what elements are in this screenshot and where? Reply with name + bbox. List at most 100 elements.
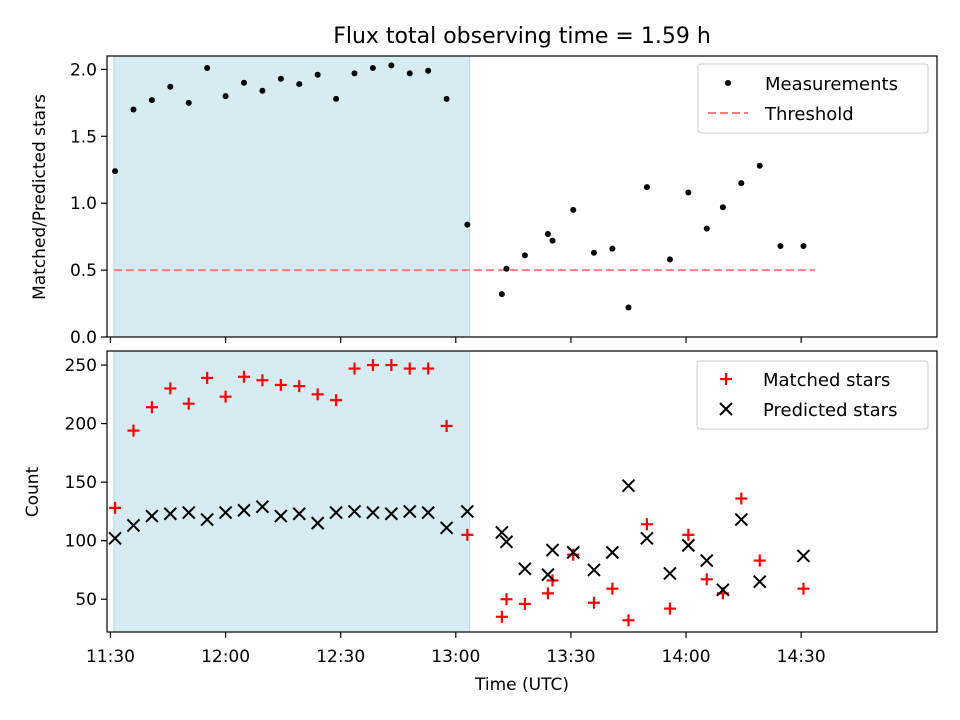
predicted-star-point — [796, 549, 811, 563]
matched-star-point — [348, 362, 361, 375]
observing-period-shade-top — [113, 55, 471, 338]
matched-star-point — [495, 610, 508, 623]
predicted-star-point — [716, 583, 730, 597]
measurement-point — [259, 87, 266, 94]
matched-star-point — [663, 602, 676, 615]
predicted-star-point — [700, 553, 714, 568]
y-tick-label: 0.0 — [70, 328, 97, 348]
measurement-point — [388, 62, 395, 69]
top-legend: Measurements Threshold — [697, 63, 929, 134]
measurement-point — [549, 237, 556, 244]
matched-star-point — [237, 370, 250, 383]
predicted-star-point — [403, 504, 417, 519]
measurement-point — [521, 252, 528, 259]
bottom-y-axis-label: Count — [23, 466, 43, 517]
measurement-point — [570, 206, 577, 213]
y-tick-label: 0.5 — [70, 261, 97, 281]
predicted-star-point — [274, 509, 288, 523]
bottom-plot-marks — [108, 359, 811, 627]
top-axes-frame — [106, 55, 938, 338]
legend-measurements-label: Measurements — [765, 74, 898, 95]
x-tick-label: 13:30 — [546, 647, 595, 667]
predicted-star-point — [218, 505, 233, 520]
predicted-star-point — [347, 504, 362, 519]
measurement-point — [443, 95, 450, 102]
predicted-star-point — [108, 531, 122, 546]
matched-star-point — [164, 382, 177, 395]
predicted-star-point — [292, 507, 306, 521]
predicted-star-point — [126, 518, 141, 533]
measurement-point — [425, 67, 432, 74]
matched-star-point — [274, 378, 287, 391]
matched-star-point — [366, 359, 379, 372]
legend-predicted-marker — [719, 402, 733, 416]
measurement-point — [503, 265, 510, 272]
predicted-star-point — [605, 545, 620, 560]
predicted-star-point — [681, 538, 696, 553]
observing-period-shade-bottom — [113, 350, 471, 633]
measurement-point — [112, 168, 119, 175]
legend-matched-label: Matched stars — [763, 370, 890, 391]
measurement-point — [369, 65, 376, 72]
shaded-region — [113, 350, 471, 633]
measurement-point — [738, 180, 745, 187]
x-tick-label: 14:30 — [777, 647, 826, 667]
measurement-point — [609, 245, 616, 252]
legend-threshold-label: Threshold — [764, 104, 854, 125]
predicted-star-point — [310, 516, 325, 530]
matched-star-point — [256, 374, 269, 387]
predicted-star-point — [518, 562, 532, 576]
predicted-star-point — [621, 478, 636, 493]
measurement-point — [314, 71, 321, 78]
matched-star-point — [109, 501, 122, 514]
chart-title: Flux total observing time = 1.59 h — [333, 24, 711, 49]
matched-star-point — [682, 528, 695, 541]
matched-star-point — [219, 390, 232, 403]
predicted-star-point — [545, 543, 560, 557]
measurement-point — [148, 97, 155, 104]
matched-star-point — [440, 419, 453, 432]
measurement-point — [130, 106, 137, 113]
measurement-point — [666, 256, 673, 263]
measurement-point — [167, 83, 174, 90]
measurement-point — [185, 99, 192, 106]
measurement-point — [464, 221, 471, 228]
predicted-star-point — [734, 512, 749, 527]
shaded-region — [113, 55, 471, 338]
measurement-point — [625, 304, 632, 311]
matched-star-point — [145, 401, 158, 414]
predicted-star-point — [495, 525, 509, 540]
measurement-point — [240, 79, 247, 86]
matched-star-point — [567, 548, 580, 561]
predicted-star-point — [182, 505, 196, 520]
measurement-point — [277, 75, 284, 82]
measurement-point — [296, 81, 303, 88]
predicted-star-point — [384, 507, 399, 521]
predicted-star-point — [753, 574, 767, 589]
matched-star-point — [127, 424, 140, 437]
y-tick-label: 250 — [65, 356, 97, 376]
measurement-point — [643, 184, 650, 191]
matched-star-point — [587, 596, 600, 609]
matched-star-point — [330, 394, 343, 407]
y-tick-label: 100 — [65, 532, 97, 552]
matched-star-point — [293, 380, 306, 393]
y-tick-label: 2.0 — [70, 60, 97, 80]
matched-star-point — [622, 614, 635, 627]
predicted-star-point — [366, 505, 380, 520]
y-tick-label: 50 — [75, 590, 97, 610]
x-tick-label: 11:30 — [86, 647, 135, 667]
bottom-x-ticks: 11:30 12:00 12:30 13:00 13:30 14:00 14:30 — [86, 632, 826, 667]
top-y-ticks: 0.0 0.5 1.0 1.5 2.0 — [70, 60, 107, 348]
matched-star-point — [606, 582, 619, 595]
bottom-legend: Matched stars Predicted stars — [696, 360, 929, 430]
x-tick-label: 14:00 — [662, 647, 711, 667]
measurement-point — [333, 95, 340, 102]
measurement-point — [800, 243, 807, 250]
legend-matched-marker — [720, 373, 732, 385]
predicted-star-point — [145, 509, 159, 523]
measurement-point — [544, 230, 551, 237]
x-axis-label: Time (UTC) — [474, 675, 569, 695]
top-legend-box — [697, 63, 929, 134]
